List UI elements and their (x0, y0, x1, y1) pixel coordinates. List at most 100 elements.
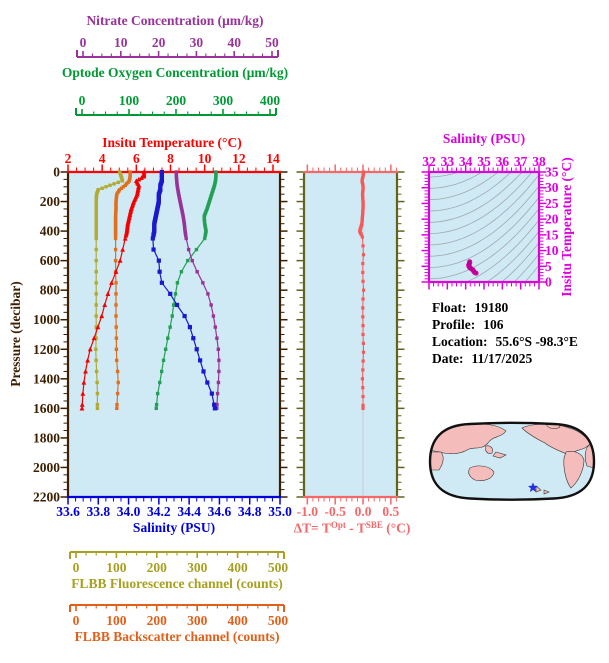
data-point (139, 175, 144, 181)
data-point (155, 391, 160, 396)
data-point (360, 235, 364, 239)
data-point (174, 302, 180, 308)
svg-text:34.2: 34.2 (147, 504, 171, 519)
data-point (81, 379, 87, 385)
svg-text:34.4: 34.4 (177, 504, 201, 519)
isopycnal-line (429, 174, 539, 246)
delta-t-series (358, 170, 366, 410)
main-plot-area (68, 172, 280, 497)
data-point (212, 402, 217, 407)
svg-text:100: 100 (106, 613, 127, 628)
data-point (94, 247, 98, 252)
data-point (116, 380, 120, 385)
data-point (217, 358, 221, 363)
data-point (216, 380, 221, 385)
date-value: 11/17/2025 (471, 351, 533, 366)
data-point (94, 325, 98, 329)
data-point (175, 281, 180, 285)
data-point (113, 269, 119, 274)
temperature-axis: 2 4 6 8 10 12 14 (65, 151, 280, 171)
data-point (114, 325, 118, 329)
svg-text:600: 600 (40, 253, 61, 268)
data-point (156, 258, 161, 263)
svg-text:34.6: 34.6 (208, 504, 232, 519)
data-point (154, 402, 159, 407)
data-point (95, 380, 99, 385)
data-point (201, 281, 205, 285)
data-point (109, 280, 114, 285)
svg-text:1400: 1400 (33, 371, 60, 386)
data-point (361, 315, 365, 319)
data-point (361, 359, 365, 363)
svg-text:400: 400 (227, 613, 248, 628)
svg-text:400: 400 (40, 224, 61, 239)
data-point (123, 232, 129, 238)
svg-text:100: 100 (119, 93, 140, 108)
delta-t-plot-area (304, 172, 397, 497)
svg-text:35: 35 (477, 154, 491, 169)
data-point (161, 358, 166, 363)
pressure-axis: 0 200 400 600 800 1000 1200 1400 1600 1800 2000 220… (33, 165, 288, 505)
data-point (95, 406, 100, 411)
data-point (171, 303, 176, 307)
isopycnal-line (429, 185, 539, 257)
profile-row: Profile: 106 (432, 316, 578, 333)
data-point (158, 380, 162, 385)
data-point (194, 347, 199, 352)
svg-text:2: 2 (65, 151, 72, 166)
isopycnal-line (501, 242, 539, 282)
svg-text:0: 0 (80, 35, 87, 50)
delta-t-frame: -1.0 -0.5 0.0 0.5 (296, 164, 405, 519)
plot-backgrounds (68, 172, 539, 497)
svg-text:200: 200 (147, 560, 168, 575)
svg-text:4: 4 (99, 151, 106, 166)
data-point (361, 297, 365, 301)
data-point (105, 291, 111, 296)
svg-text:10: 10 (114, 35, 128, 50)
data-point (179, 270, 184, 274)
svg-text:1000: 1000 (33, 312, 60, 327)
continent (563, 451, 585, 489)
svg-text:20: 20 (152, 35, 166, 50)
svg-text:1600: 1600 (33, 401, 60, 416)
data-point (361, 261, 365, 266)
data-point (182, 313, 187, 319)
flbb-fluorescence-channel-curve (94, 170, 125, 411)
data-point (120, 246, 126, 252)
svg-text:5: 5 (545, 259, 552, 274)
continent (468, 465, 495, 481)
data-point (114, 314, 118, 318)
svg-text:36: 36 (496, 154, 510, 169)
data-point (168, 325, 172, 329)
isopycnal-line (486, 231, 539, 282)
nitrate-concentration-curve (174, 170, 221, 411)
svg-text:0: 0 (73, 560, 80, 575)
svg-text:12: 12 (232, 151, 246, 166)
backscatter-axis: 0 100 200 300 400 500 (69, 604, 288, 628)
data-point (113, 236, 118, 241)
svg-text:200: 200 (40, 194, 61, 209)
svg-text:33.6: 33.6 (56, 504, 80, 519)
ts-data-point (474, 271, 478, 275)
svg-text:10: 10 (198, 151, 212, 166)
data-point (94, 314, 98, 318)
data-point (80, 390, 86, 396)
data-point (94, 281, 98, 285)
isopycnal-line (513, 253, 539, 282)
svg-text:34.0: 34.0 (117, 504, 141, 519)
float-id-row: Float: 19180 (432, 299, 578, 316)
data-point (115, 358, 119, 363)
data-point (215, 336, 219, 340)
data-point (115, 402, 119, 407)
svg-text:2000: 2000 (33, 460, 60, 475)
svg-text:400: 400 (260, 93, 281, 108)
svg-text:14: 14 (266, 151, 280, 166)
data-point (361, 324, 365, 328)
data-point (209, 391, 214, 396)
location-row: Location: 55.6°S -98.3°E (432, 333, 578, 350)
data-point (163, 347, 168, 351)
data-point (186, 247, 191, 252)
data-point (100, 186, 104, 190)
svg-text:0.0: 0.0 (355, 504, 372, 519)
